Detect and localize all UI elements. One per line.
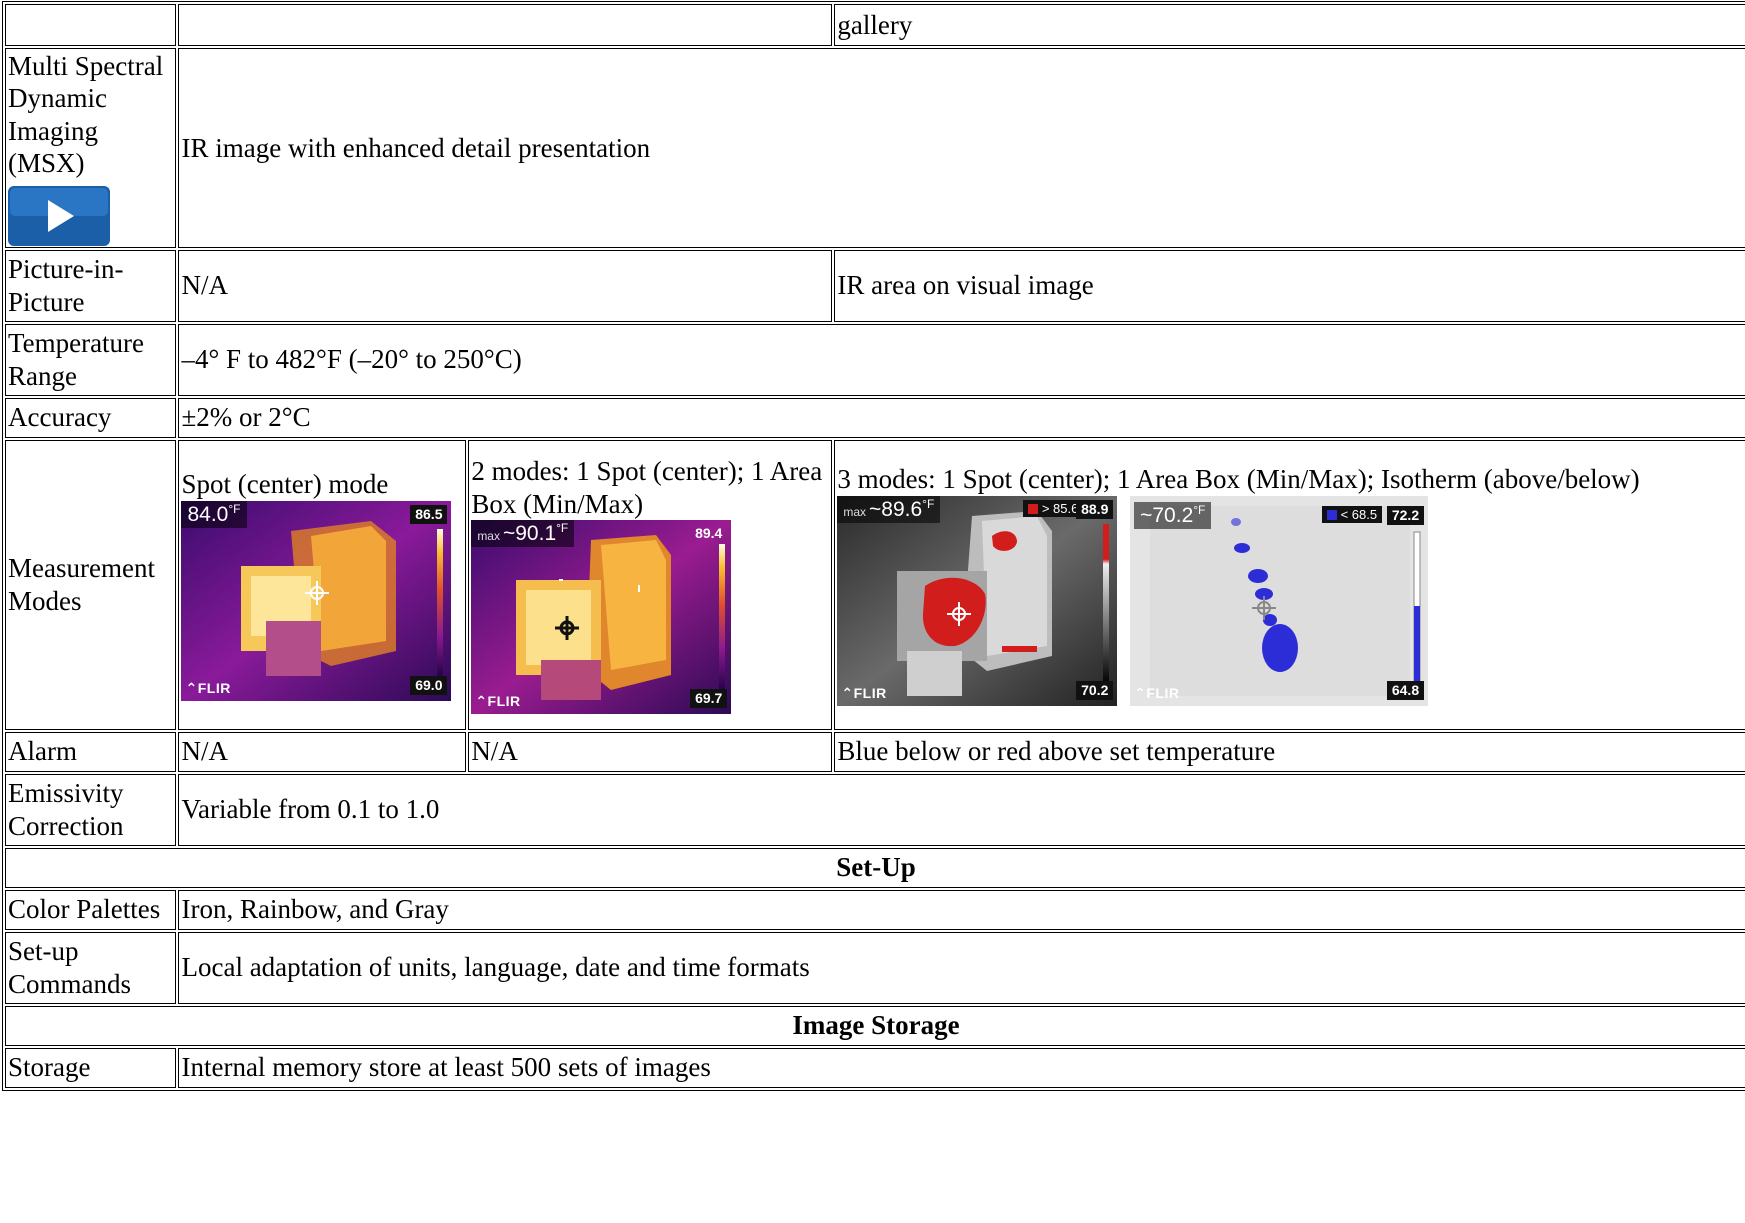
- storage-value: Internal memory store at least 500 sets …: [178, 1047, 1745, 1088]
- msx-value: IR image with enhanced detail presentati…: [178, 48, 1745, 248]
- mode1-caption: Spot (center) mode: [181, 469, 389, 500]
- setup-commands-row: Set-up Commands Local adaptation of unit…: [5, 931, 1745, 1004]
- play-icon[interactable]: [8, 185, 110, 246]
- thermal-image-1: 84.0°F 86.5 69.0 ⌃FLIR: [181, 500, 452, 701]
- setup-commands-label: Set-up Commands: [5, 931, 177, 1004]
- measurement-label: Measurement Modes: [5, 439, 177, 730]
- alarm-label: Alarm: [5, 731, 177, 772]
- alarm-row: Alarm N/A N/A Blue below or red above se…: [5, 731, 1745, 772]
- thermal-image-3: max ~89.6°F > 85.6 88.9 70.2 ⌃FLIR: [837, 495, 1118, 706]
- setup-section-row: Set-Up: [5, 847, 1745, 888]
- msx-label-cell: Multi Spectral Dynamic Imaging (MSX): [5, 48, 177, 248]
- thermal-image-4: ~70.2°F < 68.5 72.2 64.8 ⌃FLIR: [1130, 495, 1429, 706]
- mode3-cell: 3 modes: 1 Spot (center); 1 Area Box (Mi…: [834, 439, 1745, 730]
- temp-range-value: –4° F to 482°F (–20° to 250°C): [178, 323, 1745, 396]
- palettes-label: Color Palettes: [5, 889, 177, 930]
- pip-value-right: IR area on visual image: [834, 249, 1745, 322]
- pip-label: Picture-in-Picture: [5, 249, 177, 322]
- header-row: gallery: [5, 4, 1745, 46]
- emissivity-value: Variable from 0.1 to 1.0: [178, 773, 1745, 846]
- header-cell-empty-2: [178, 4, 833, 46]
- mode2-caption: 2 modes: 1 Spot (center); 1 Area Box (Mi…: [471, 456, 823, 519]
- measurement-row: Measurement Modes Spot (center) mode: [5, 439, 1745, 730]
- mode2-cell: 2 modes: 1 Spot (center); 1 Area Box (Mi…: [468, 439, 833, 730]
- alarm-value-3: Blue below or red above set temperature: [834, 731, 1745, 772]
- setup-commands-value: Local adaptation of units, language, dat…: [178, 931, 1745, 1004]
- storage-section-title: Image Storage: [5, 1005, 1745, 1046]
- storage-section-row: Image Storage: [5, 1005, 1745, 1046]
- msx-row: Multi Spectral Dynamic Imaging (MSX) IR …: [5, 48, 1745, 248]
- pip-row: Picture-in-Picture N/A IR area on visual…: [5, 249, 1745, 322]
- thermal-image-2: max ~90.1°F 89.4 69.7 ⌃FLIR: [471, 519, 732, 714]
- palettes-value: Iron, Rainbow, and Gray: [178, 889, 1745, 930]
- accuracy-value: ±2% or 2°C: [178, 397, 1745, 438]
- specs-table: gallery Multi Spectral Dynamic Imaging (…: [2, 1, 1745, 1091]
- temp-range-row: Temperature Range –4° F to 482°F (–20° t…: [5, 323, 1745, 396]
- alarm-value-1: N/A: [178, 731, 467, 772]
- emissivity-label: Emissivity Correction: [5, 773, 177, 846]
- msx-label: Multi Spectral Dynamic Imaging (MSX): [8, 51, 164, 179]
- mode3-caption: 3 modes: 1 Spot (center); 1 Area Box (Mi…: [837, 464, 1640, 495]
- setup-section-title: Set-Up: [5, 847, 1745, 888]
- palettes-row: Color Palettes Iron, Rainbow, and Gray: [5, 889, 1745, 930]
- header-cell-empty-1: [5, 4, 177, 46]
- accuracy-row: Accuracy ±2% or 2°C: [5, 397, 1745, 438]
- pip-value-left: N/A: [178, 249, 833, 322]
- emissivity-row: Emissivity Correction Variable from 0.1 …: [5, 773, 1745, 846]
- mode1-cell: Spot (center) mode: [178, 439, 467, 730]
- storage-label: Storage: [5, 1047, 177, 1088]
- storage-row: Storage Internal memory store at least 5…: [5, 1047, 1745, 1088]
- temp-range-label: Temperature Range: [5, 323, 177, 396]
- alarm-value-2: N/A: [468, 731, 833, 772]
- accuracy-label: Accuracy: [5, 397, 177, 438]
- gallery-header: gallery: [834, 4, 1745, 46]
